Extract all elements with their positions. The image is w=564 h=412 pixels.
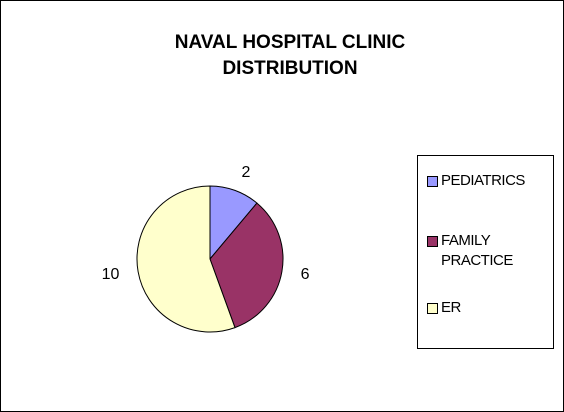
chart-title: NAVAL HOSPITAL CLINIC DISTRIBUTION	[174, 32, 406, 79]
legend-label: FAMILY PRACTICE	[441, 232, 513, 269]
legend-entry: PEDIATRICS	[427, 171, 561, 191]
data-label: 2	[241, 164, 250, 181]
pie-slice	[209, 202, 284, 329]
data-label: 6	[301, 266, 310, 283]
pie-slice	[136, 185, 236, 333]
legend-swatch	[427, 236, 438, 247]
legend-swatch	[427, 176, 438, 187]
legend-entry: ER	[427, 298, 561, 318]
legend: PEDIATRICS FAMILY PRACTICE ER	[417, 155, 554, 349]
legend-entry: FAMILY PRACTICE	[427, 231, 546, 271]
legend-label: ER	[441, 299, 461, 316]
legend-swatch	[427, 303, 438, 314]
legend-label: PEDIATRICS	[441, 172, 525, 189]
data-label: 10	[102, 266, 120, 283]
